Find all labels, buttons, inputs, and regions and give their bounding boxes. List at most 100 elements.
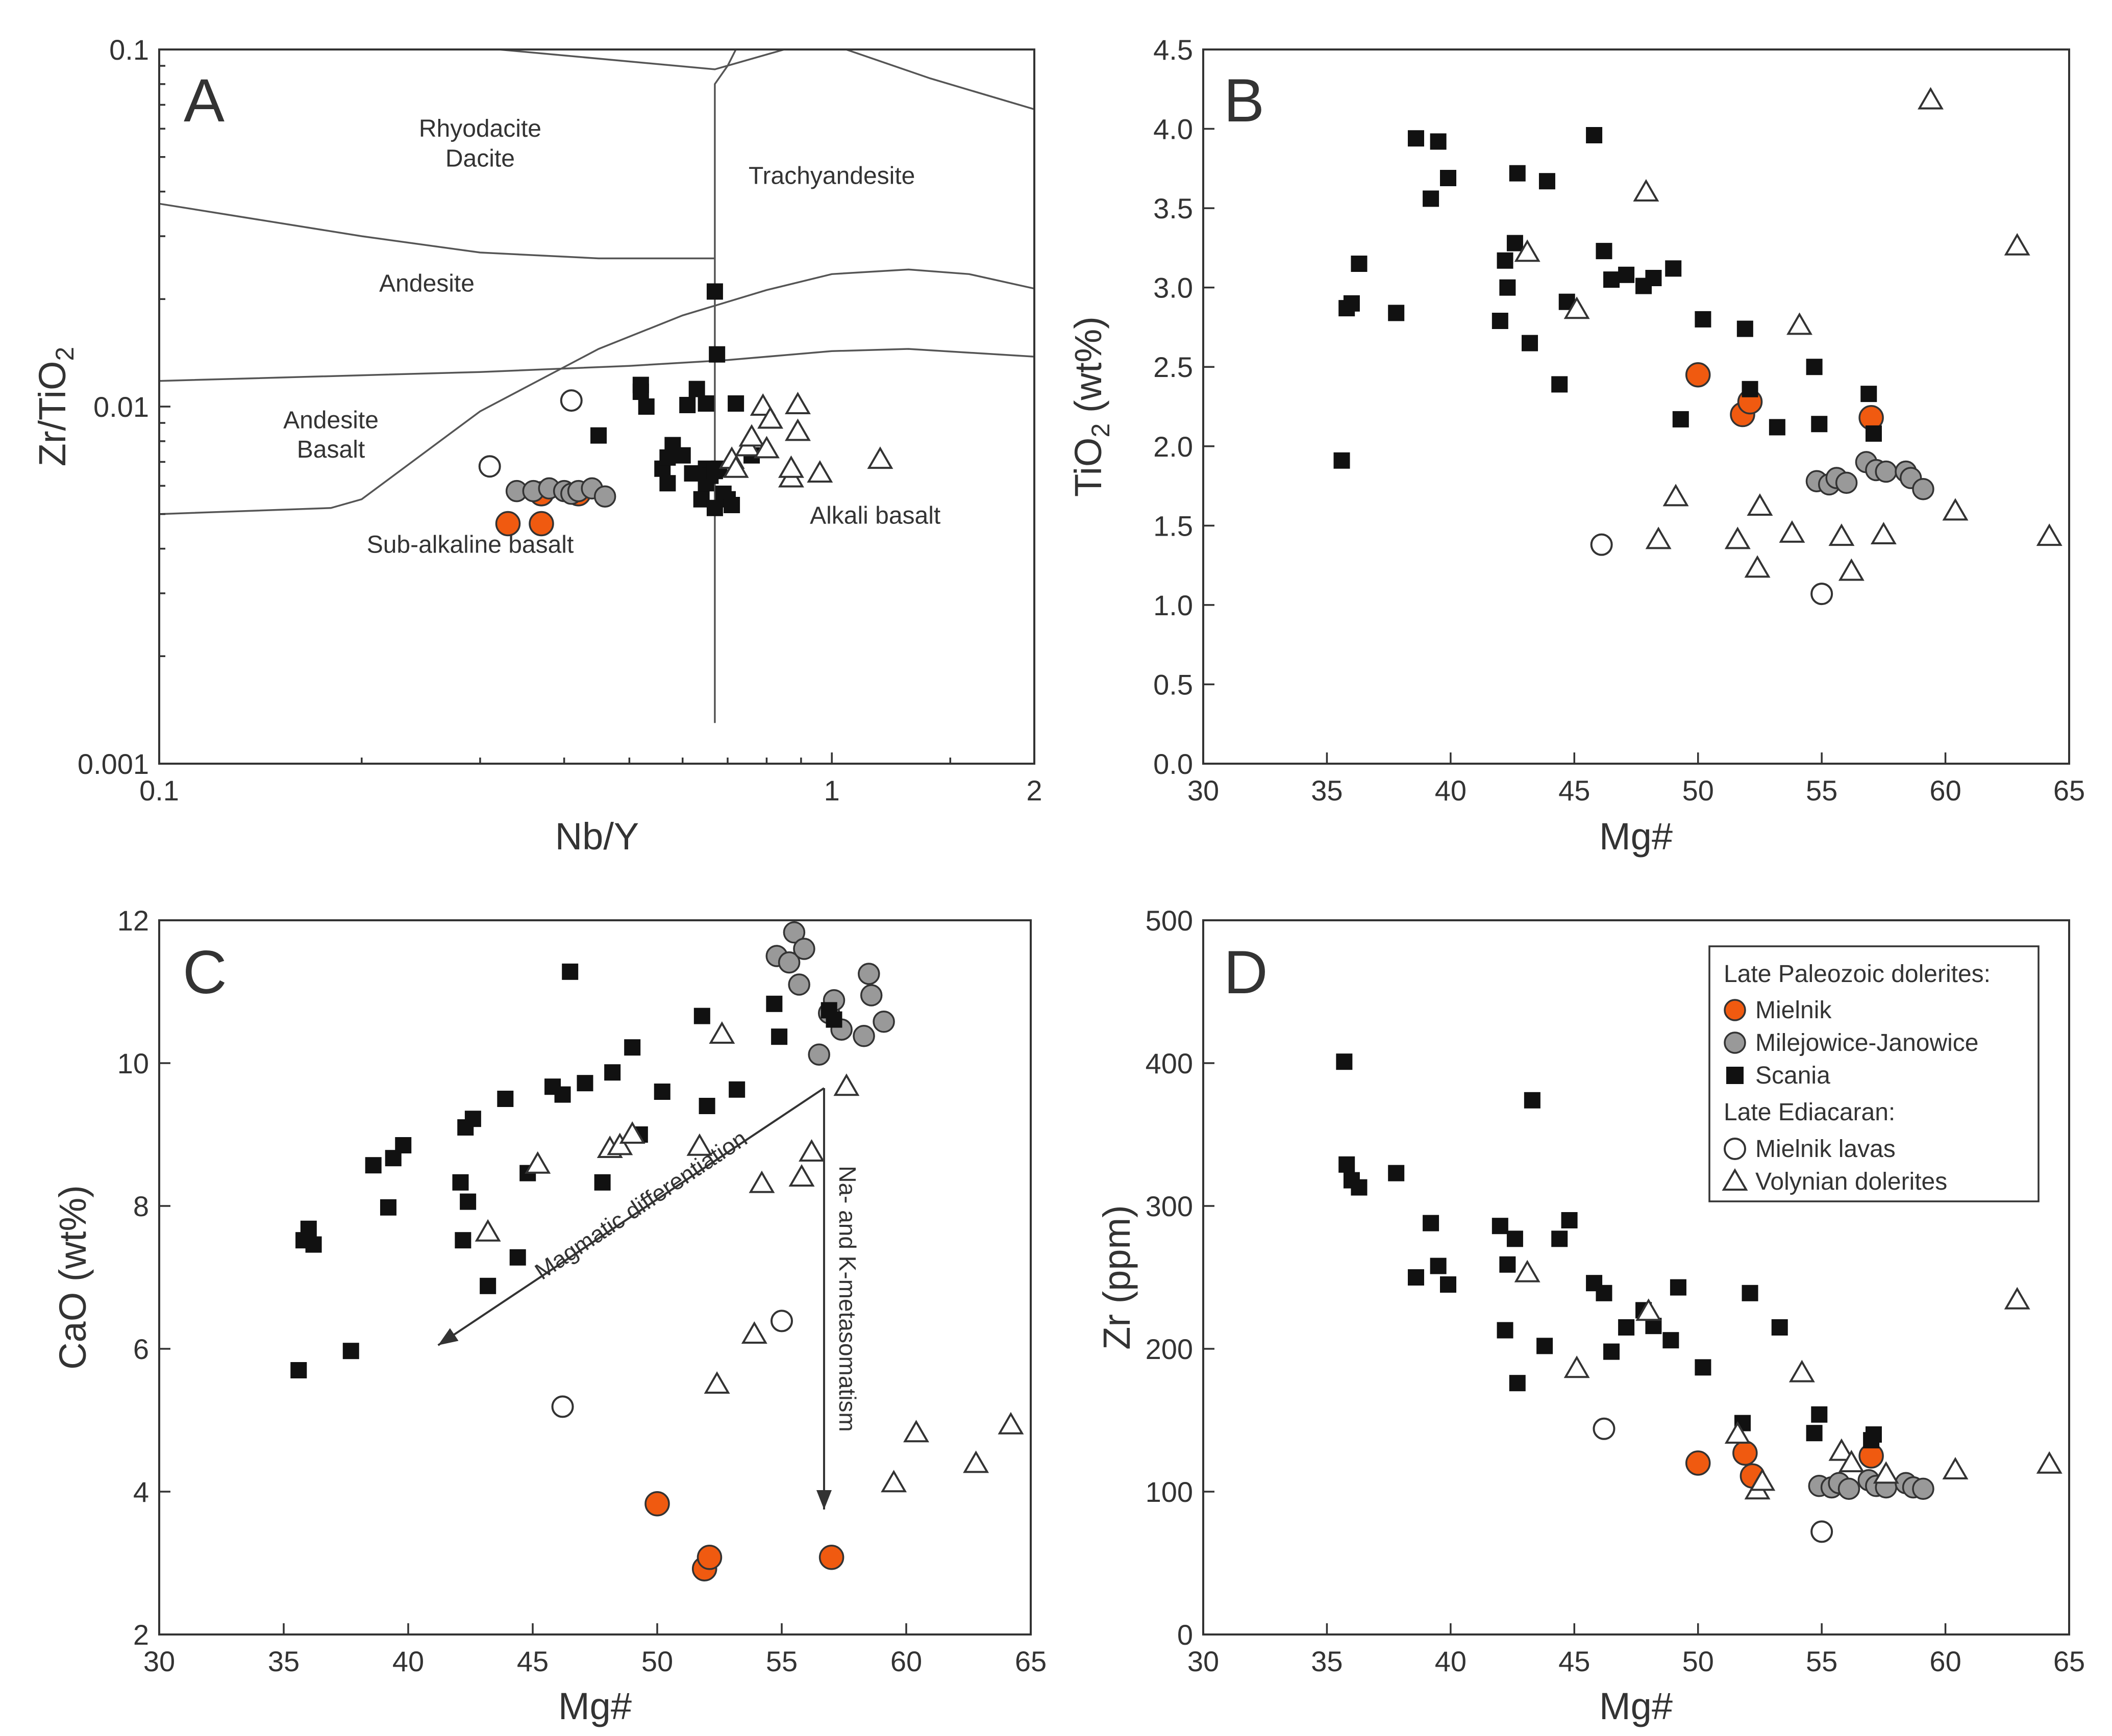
data-point-scania — [460, 1193, 477, 1210]
data-point-scania — [1769, 419, 1785, 436]
data-point-scania — [1645, 270, 1662, 286]
x-tick-label: 35 — [268, 1645, 300, 1677]
data-point-scania — [1618, 1319, 1635, 1336]
x-tick-label: 60 — [1929, 1645, 1961, 1677]
data-point-milejowice-janowice — [1912, 478, 1934, 500]
data-point-volynian-dolerites — [1788, 1360, 1815, 1382]
data-point-volynian-dolerites — [704, 1371, 730, 1394]
data-point-volynian-dolerites — [1786, 312, 1812, 335]
data-point-scania — [679, 396, 696, 413]
data-point-volynian-dolerites — [1724, 526, 1751, 549]
annotation-arrow-line — [437, 1087, 825, 1346]
data-point-mielnik-lavas — [551, 1395, 574, 1418]
legend-label-milejowice: Milejowice-Janowice — [1755, 1029, 1978, 1056]
x-tick-label: 30 — [1187, 774, 1219, 807]
y-tick-label: 2.0 — [1153, 431, 1193, 463]
data-point-scania — [380, 1199, 396, 1216]
data-point-scania — [1506, 1230, 1523, 1247]
data-point-mielnik — [1685, 362, 1711, 388]
data-point-mielnik-lavas — [1590, 533, 1613, 556]
data-point-scania — [1742, 1285, 1758, 1301]
data-point-milejowice-janowice — [1837, 1477, 1860, 1500]
data-point-scania — [706, 283, 723, 300]
y-tick-label: 0.0 — [1153, 748, 1193, 780]
data-point-scania — [624, 1039, 641, 1056]
x-tick-label: 30 — [143, 1645, 175, 1677]
data-point-volynian-dolerites — [963, 1450, 989, 1473]
data-point-scania — [654, 1084, 670, 1100]
field-boundary-line — [159, 268, 1035, 515]
data-point-volynian-dolerites — [1838, 1450, 1865, 1472]
field-label: Basalt — [297, 436, 365, 463]
y-tick-label: 4.0 — [1153, 113, 1193, 145]
x-tick-label: 55 — [1806, 1645, 1837, 1677]
panel-c-xlabel: Mg# — [558, 1685, 632, 1727]
panel-a-ylabel-sub: 2 — [51, 347, 79, 361]
data-point-scania — [1388, 305, 1405, 321]
data-point-scania — [464, 1111, 481, 1127]
data-point-scania — [1440, 170, 1457, 186]
data-point-volynian-dolerites — [1744, 555, 1771, 578]
data-point-volynian-dolerites — [757, 406, 784, 429]
data-point-scania — [1670, 1279, 1686, 1296]
data-point-volynian-dolerites — [686, 1133, 713, 1156]
panel-b-ylabel-sub: 2 — [1086, 423, 1115, 438]
data-point-scania — [1497, 1322, 1513, 1339]
field-label: Trachyandesite — [749, 163, 915, 190]
data-point-scania — [1492, 313, 1508, 329]
y-tick-label: 3.5 — [1153, 192, 1193, 224]
data-point-scania — [1695, 1359, 1711, 1376]
x-tick-label: 40 — [392, 1645, 424, 1677]
data-point-scania — [1551, 376, 1568, 393]
data-point-scania — [1865, 1426, 1882, 1443]
legend-marker-milejowice — [1724, 1031, 1746, 1054]
data-point-volynian-dolerites — [723, 455, 749, 478]
y-tick-label: 12 — [117, 904, 149, 937]
data-point-volynian-dolerites — [607, 1133, 633, 1155]
y-tick-label: 400 — [1146, 1047, 1193, 1079]
data-point-scania — [1407, 130, 1424, 147]
data-point-scania — [706, 499, 723, 516]
data-point-scania — [1388, 1165, 1405, 1181]
panel-a-letter: A — [184, 66, 225, 135]
data-point-scania — [709, 346, 726, 363]
panel-b-ylabel-main: TiO — [1067, 438, 1109, 497]
data-point-volynian-dolerites — [475, 1219, 501, 1242]
panel-b-letter: B — [1224, 66, 1264, 135]
data-point-scania — [1338, 1156, 1355, 1173]
field-label: Dacite — [445, 145, 515, 172]
panel-b-ylabel: TiO2 (wt%) — [1067, 316, 1115, 497]
data-point-volynian-dolerites — [2004, 233, 2030, 256]
data-point-mielnik — [495, 511, 521, 537]
data-point-volynian-dolerites — [903, 1420, 929, 1443]
data-point-scania — [604, 1064, 621, 1081]
data-point-milejowice-janowice — [853, 1025, 875, 1047]
data-point-scania — [1806, 1425, 1823, 1442]
data-point-volynian-dolerites — [1870, 522, 1897, 544]
data-point-mielnik-lavas — [1593, 1417, 1616, 1440]
data-point-mielnik-lavas — [560, 389, 583, 412]
data-point-scania — [1430, 133, 1447, 150]
panel-a-ylabel-main: Zr/TiO — [31, 361, 73, 466]
panel-c-ylabel: CaO (wt%) — [52, 1185, 94, 1370]
data-point-scania — [1333, 452, 1350, 469]
x-tick-label: 50 — [641, 1645, 673, 1677]
data-point-milejowice-janowice — [1835, 471, 1858, 494]
x-tick-label: 55 — [766, 1645, 798, 1677]
data-point-mielnik-lavas — [1810, 583, 1833, 606]
y-tick-label: 0 — [1177, 1619, 1193, 1651]
data-point-volynian-dolerites — [1873, 1461, 1899, 1484]
data-point-volynian-dolerites — [1645, 526, 1672, 549]
data-point-scania — [724, 497, 740, 514]
panel-d-letter: D — [1224, 938, 1268, 1007]
data-point-scania — [1524, 1092, 1540, 1109]
data-point-scania — [1561, 1212, 1578, 1228]
data-point-scania — [452, 1174, 469, 1191]
data-point-scania — [1509, 1375, 1526, 1392]
data-point-scania — [1499, 1256, 1516, 1273]
data-point-milejowice-janowice — [858, 963, 880, 985]
y-tick-label: 1.0 — [1153, 589, 1193, 621]
y-tick-label: 4.5 — [1153, 34, 1193, 66]
annotation-arrow-head — [816, 1490, 832, 1509]
data-point-mielnik-lavas — [478, 455, 501, 478]
